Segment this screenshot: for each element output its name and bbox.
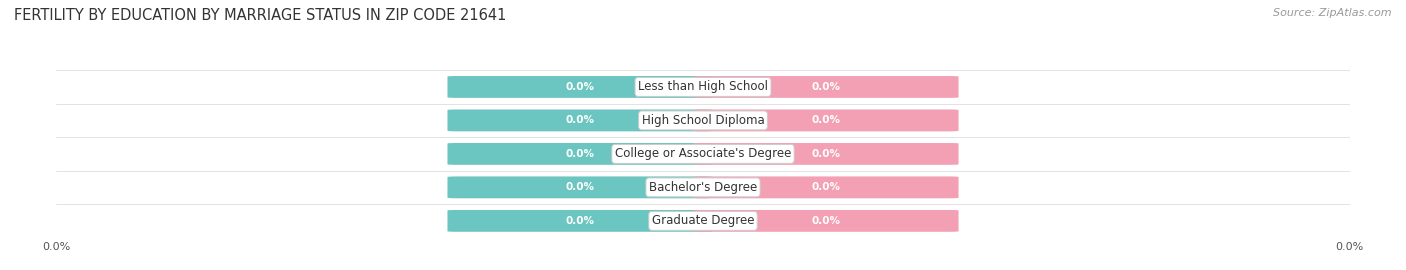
- Text: Bachelor's Degree: Bachelor's Degree: [650, 181, 756, 194]
- FancyBboxPatch shape: [693, 110, 959, 131]
- FancyBboxPatch shape: [693, 143, 959, 165]
- FancyBboxPatch shape: [447, 110, 713, 131]
- Text: Less than High School: Less than High School: [638, 80, 768, 93]
- Text: 0.0%: 0.0%: [565, 82, 595, 92]
- Text: 0.0%: 0.0%: [565, 115, 595, 126]
- Text: 0.0%: 0.0%: [811, 216, 841, 226]
- Text: Graduate Degree: Graduate Degree: [652, 214, 754, 227]
- Text: 0.0%: 0.0%: [811, 115, 841, 126]
- FancyBboxPatch shape: [447, 210, 959, 232]
- FancyBboxPatch shape: [693, 177, 959, 198]
- FancyBboxPatch shape: [447, 210, 713, 232]
- Text: 0.0%: 0.0%: [811, 82, 841, 92]
- FancyBboxPatch shape: [447, 143, 713, 165]
- FancyBboxPatch shape: [447, 110, 959, 131]
- Text: 0.0%: 0.0%: [565, 149, 595, 159]
- Text: 0.0%: 0.0%: [811, 182, 841, 193]
- FancyBboxPatch shape: [447, 76, 959, 98]
- Text: 0.0%: 0.0%: [565, 216, 595, 226]
- FancyBboxPatch shape: [447, 177, 713, 198]
- Text: FERTILITY BY EDUCATION BY MARRIAGE STATUS IN ZIP CODE 21641: FERTILITY BY EDUCATION BY MARRIAGE STATU…: [14, 8, 506, 23]
- Text: 0.0%: 0.0%: [811, 149, 841, 159]
- FancyBboxPatch shape: [693, 76, 959, 98]
- FancyBboxPatch shape: [447, 177, 959, 198]
- Text: College or Associate's Degree: College or Associate's Degree: [614, 147, 792, 160]
- FancyBboxPatch shape: [693, 210, 959, 232]
- FancyBboxPatch shape: [447, 143, 959, 165]
- FancyBboxPatch shape: [447, 76, 713, 98]
- Text: High School Diploma: High School Diploma: [641, 114, 765, 127]
- Text: 0.0%: 0.0%: [565, 182, 595, 193]
- Text: Source: ZipAtlas.com: Source: ZipAtlas.com: [1274, 8, 1392, 18]
